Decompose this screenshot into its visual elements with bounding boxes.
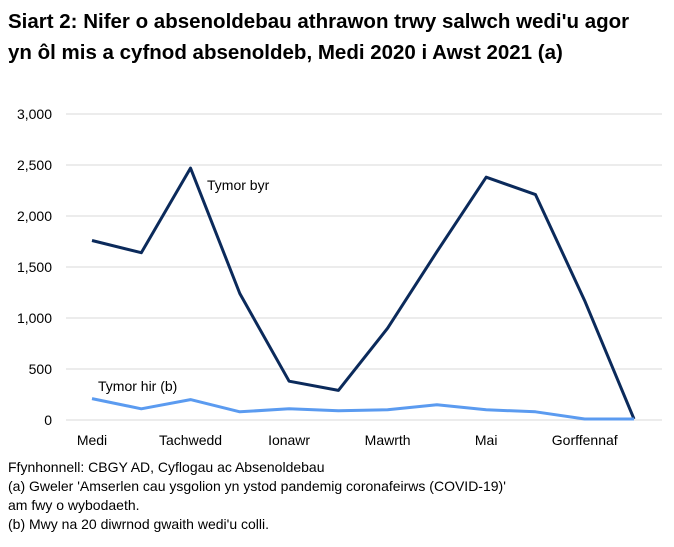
y-tick-label: 2,500	[17, 157, 52, 173]
y-tick-label: 500	[29, 361, 53, 377]
chart-title: Siart 2: Nifer o absenoldebau athrawon t…	[8, 10, 630, 64]
series-lines	[91, 166, 636, 421]
series-label-tymor-byr: Tymor byr	[207, 177, 270, 193]
x-axis-tick-labels: Medi Tachwedd Ionawr Mawrth Mai Gorffennaf	[77, 432, 618, 448]
series-line-tymor-byr	[91, 166, 636, 420]
series-line-tymor-hir	[91, 397, 634, 421]
footnote-a-continued: am fwy o wybodaeth.	[8, 497, 140, 513]
footnote-b: (b) Mwy na 20 diwrnod gwaith wedi'u coll…	[8, 516, 270, 532]
x-tick-label: Mai	[475, 432, 498, 448]
x-tick-label: Ionawr	[268, 432, 310, 448]
chart-notes: Ffynhonnell: CBGY AD, Cyflogau ac Abseno…	[8, 458, 668, 534]
x-tick-label: Tachwedd	[159, 432, 222, 448]
y-tick-label: 2,000	[17, 208, 52, 224]
x-tick-label: Mawrth	[365, 432, 411, 448]
series-labels: Tymor byr Tymor hir (b)	[98, 177, 270, 394]
series-label-tymor-hir: Tymor hir (b)	[98, 378, 177, 394]
footnote-a: (a) Gweler 'Amserlen cau ysgolion yn yst…	[8, 478, 506, 494]
x-tick-label: Medi	[77, 432, 107, 448]
x-tick-label: Gorffennaf	[552, 432, 618, 448]
y-axis-tick-labels: 0 500 1,000 1,500 2,000 2,500 3,000	[17, 106, 52, 428]
y-tick-label: 1,000	[17, 310, 52, 326]
line-chart: 0 500 1,000 1,500 2,000 2,500 3,000 Medi Tachwe…	[17, 106, 662, 448]
source-note: Ffynhonnell: CBGY AD, Cyflogau ac Abseno…	[8, 459, 325, 475]
y-tick-label: 3,000	[17, 106, 52, 122]
gridlines	[66, 113, 662, 421]
y-tick-label: 1,500	[17, 259, 52, 275]
y-tick-label: 0	[44, 412, 52, 428]
